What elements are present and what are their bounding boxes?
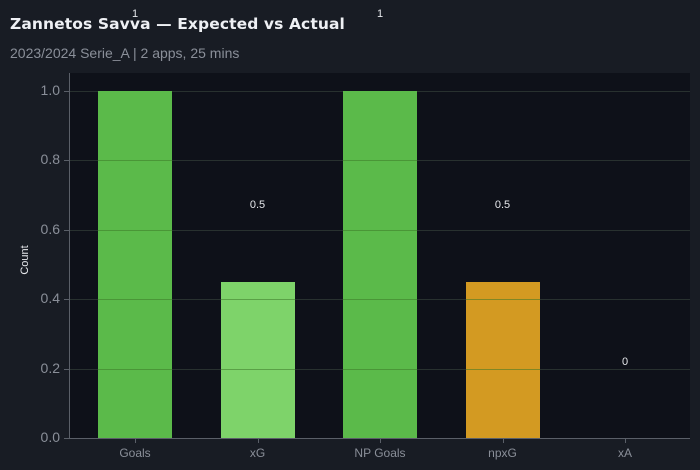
value-label: 1 [376, 8, 384, 20]
bar-gridline [98, 299, 172, 301]
y-tick-mark [64, 160, 69, 161]
y-tick-label: 0.2 [40, 360, 60, 376]
bar-npxg [465, 281, 540, 438]
bar-gridline [98, 160, 172, 162]
bar-gridline [98, 229, 172, 231]
x-tick-label: npxG [488, 446, 517, 460]
bar-gridline [220, 368, 295, 370]
bar-gridline [343, 299, 417, 301]
value-label: 0.5 [249, 199, 266, 211]
y-axis-title: Count [19, 245, 31, 275]
bar-gridline [465, 299, 540, 301]
y-tick-label: 0.6 [40, 221, 60, 237]
chart-subtitle: 2023/2024 Serie_A | 2 apps, 25 mins [10, 45, 240, 61]
y-tick-mark [64, 230, 69, 231]
y-tick-label: 0.4 [40, 290, 60, 306]
bar-gridline [343, 229, 417, 231]
bar-xg [220, 281, 295, 438]
x-tick-mark [258, 439, 259, 443]
x-tick-mark [380, 439, 381, 443]
x-tick-label: Goals [119, 446, 151, 460]
bar-gridline [98, 368, 172, 370]
value-label: 0.5 [494, 199, 511, 211]
x-tick-mark [135, 439, 136, 443]
x-tick-mark [625, 439, 626, 443]
y-tick-label: 0.8 [40, 151, 60, 167]
bar-gridline [343, 160, 417, 162]
bar-gridline [220, 299, 295, 301]
value-label: 1 [131, 8, 139, 20]
y-tick-label: 0.0 [40, 429, 60, 445]
bar-gridline [465, 368, 540, 370]
x-tick-label: xG [249, 446, 266, 460]
x-axis-line [65, 438, 690, 439]
value-label: 0 [621, 356, 629, 368]
x-tick-label: xA [617, 446, 632, 460]
y-tick-mark [64, 438, 69, 439]
y-tick-label: 1.0 [40, 82, 60, 98]
y-tick-mark [64, 91, 69, 92]
y-axis-line [69, 73, 70, 439]
chart-title: Zannetos Savva — Expected vs Actual [10, 15, 345, 33]
bar-np-goals [343, 91, 417, 438]
x-tick-mark [503, 439, 504, 443]
y-tick-mark [64, 299, 69, 300]
bar-gridline [343, 368, 417, 370]
bar-goals [98, 91, 172, 438]
y-tick-mark [64, 369, 69, 370]
x-tick-label: NP Goals [354, 446, 406, 460]
